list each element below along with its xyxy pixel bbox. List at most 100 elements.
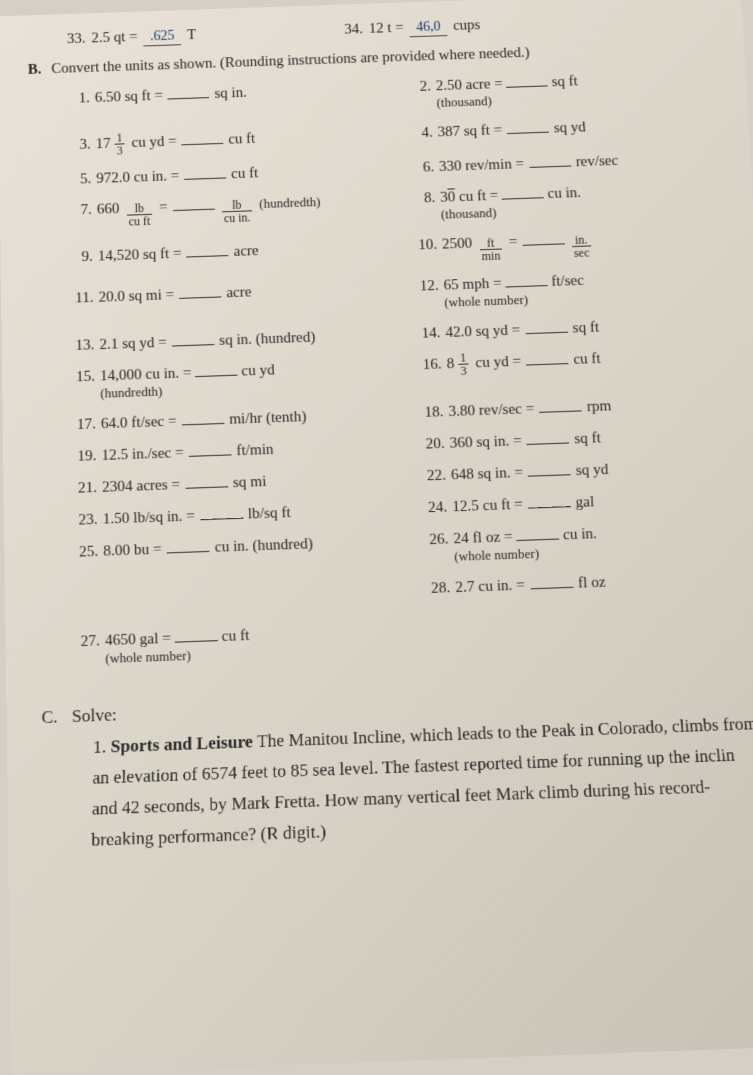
problem-number: 16. xyxy=(415,356,442,374)
answer-blank xyxy=(516,523,559,541)
rounding-note: (whole number) xyxy=(444,290,585,311)
problem-1: 1. 6.50 sq ft = sq in. xyxy=(64,76,382,123)
section-title: Solve: xyxy=(72,705,117,728)
problem-lhs: 2.50 acre = xyxy=(436,76,503,94)
answer-blank xyxy=(505,270,548,288)
problem-lhs: 14,520 sq ft = xyxy=(98,246,182,266)
answer-blank xyxy=(174,624,217,642)
equals: = xyxy=(159,199,168,216)
problem-7: 7. 660 lb cu ft = lb cu in. (hundredth) xyxy=(66,188,386,236)
problem-lhs: 30 cu ft = xyxy=(440,188,502,206)
fraction: ft min xyxy=(479,237,503,263)
answer-blank xyxy=(179,281,222,299)
answer-blank xyxy=(184,163,226,180)
problem-number: 24. xyxy=(420,499,447,517)
problem-unit: cu in. xyxy=(547,185,581,202)
problem-number: 4. xyxy=(407,125,434,143)
problem-body: 65 mph = ft/sec (whole number) xyxy=(443,269,585,311)
coefficient: 2500 xyxy=(442,236,473,254)
fraction-numerator: 1 xyxy=(458,351,469,363)
problem-lhs: 24 fl oz = xyxy=(453,529,513,548)
problem-lhs: 1.50 lb/sq in. = xyxy=(103,508,196,529)
problem-unit: sq mi xyxy=(233,474,267,493)
problem-lhs: 6.50 sq ft = xyxy=(95,88,163,107)
problem-number: 27. xyxy=(73,633,100,652)
problem-unit: ft/min xyxy=(236,442,274,461)
problem-number: 1. xyxy=(93,737,107,757)
fraction: 1 3 xyxy=(458,351,469,377)
problem-14: 14. 42.0 sq yd = sq ft xyxy=(414,311,736,343)
problem-26: 26. 24 fl oz = cu in. (whole number) xyxy=(421,516,748,566)
problem-unit: fl oz xyxy=(578,574,606,593)
problem-19: 19. 12.5 in./sec = ft/min xyxy=(70,433,395,466)
problem-lhs: 42.0 sq yd = xyxy=(445,322,520,342)
problem-number: 8. xyxy=(409,190,436,208)
problem-unit: cu in. xyxy=(563,526,598,544)
section-c: C. Solve: 1. Sports and Leisure The Mani… xyxy=(41,682,753,858)
problem-unit: cu ft xyxy=(573,351,601,369)
problem-lhs: 14,000 cu in. = xyxy=(100,365,192,384)
equals: = xyxy=(509,234,518,251)
problem-number: 19. xyxy=(70,448,97,466)
answer-blank xyxy=(528,151,571,168)
problem-unit: lb/sq ft xyxy=(248,505,291,524)
problem-number: 14. xyxy=(414,325,441,343)
problem-number: 11. xyxy=(67,290,93,308)
problem-21: 21. 2304 acres = sq mi xyxy=(70,465,395,498)
problem-number: 5. xyxy=(65,171,91,189)
problem-number: 10. xyxy=(411,237,438,255)
problem-number: 26. xyxy=(422,531,449,550)
problem-lhs: 12.5 cu ft = xyxy=(452,496,523,516)
problem-number: 13. xyxy=(68,337,95,355)
problem-body: 4650 gal = cu ft (whole number) xyxy=(105,623,250,667)
answer-blank xyxy=(188,439,231,457)
problem-body: 30 cu ft = cu in. (thousand) xyxy=(440,181,582,223)
problem-unit: acre xyxy=(233,243,258,261)
problem-unit: gal xyxy=(575,494,594,512)
answer-blank xyxy=(168,82,210,99)
mixed-whole: 8 xyxy=(446,356,454,373)
answer-blank xyxy=(185,471,228,489)
handwritten-answer: 46,0 xyxy=(409,19,447,37)
problem-5: 5. 972.0 cu in. = cu ft xyxy=(65,157,384,189)
answer-blank xyxy=(501,182,544,199)
answer-blank xyxy=(525,317,568,335)
problem-unit: cu ft xyxy=(231,165,258,183)
problem-number: 34. xyxy=(344,21,363,38)
fraction-denominator: sec xyxy=(572,245,592,259)
fraction-numerator: lb xyxy=(230,199,244,211)
problem-number: 22. xyxy=(419,467,446,485)
problem-body: 2.50 acre = sq ft (thousand) xyxy=(435,70,578,111)
answer-blank xyxy=(539,395,582,413)
problem-unit: sq ft xyxy=(572,320,599,338)
empty-cell xyxy=(425,605,753,655)
fraction: 1 3 xyxy=(114,132,124,157)
mixed-fraction: 8 1 3 xyxy=(446,351,471,377)
problem-6: 6. 330 rev/min = rev/sec xyxy=(408,145,727,177)
answer-blank xyxy=(525,348,568,366)
problem-3: 3. 17 1 3 cu yd = cu ft xyxy=(65,123,384,159)
answer-blank xyxy=(506,71,548,88)
problem-11: 11. 20.0 sq mi = acre xyxy=(67,276,389,324)
answer-blank xyxy=(172,329,215,347)
problem-unit: sq yd xyxy=(575,462,608,481)
answer-blank xyxy=(526,427,569,445)
answer-blank xyxy=(529,571,573,589)
problem-unit: rev/sec xyxy=(575,153,618,171)
fraction-denominator: 3 xyxy=(458,364,469,378)
handwritten-answer: .625 xyxy=(143,29,181,47)
problem-lhs: 64.0 ft/sec = xyxy=(101,413,177,433)
problem-number: 28. xyxy=(423,580,450,599)
problem-number: 25. xyxy=(72,543,99,562)
problem-lhs: 4650 gal = xyxy=(105,630,171,649)
problem-number: 20. xyxy=(418,436,445,454)
fraction-numerator: 1 xyxy=(114,132,124,144)
problem-number: 17. xyxy=(69,416,96,434)
fraction-denominator: min xyxy=(479,249,502,263)
answer-blank xyxy=(172,194,214,211)
problem-number: 18. xyxy=(417,404,444,422)
word-problem-1: 1. Sports and Leisure The Manitou Inclin… xyxy=(91,709,753,856)
problem-lhs: 12.5 in./sec = xyxy=(101,445,183,465)
problem-unit: sq in. xyxy=(214,85,247,103)
lhs-post: cu ft = xyxy=(455,188,499,205)
